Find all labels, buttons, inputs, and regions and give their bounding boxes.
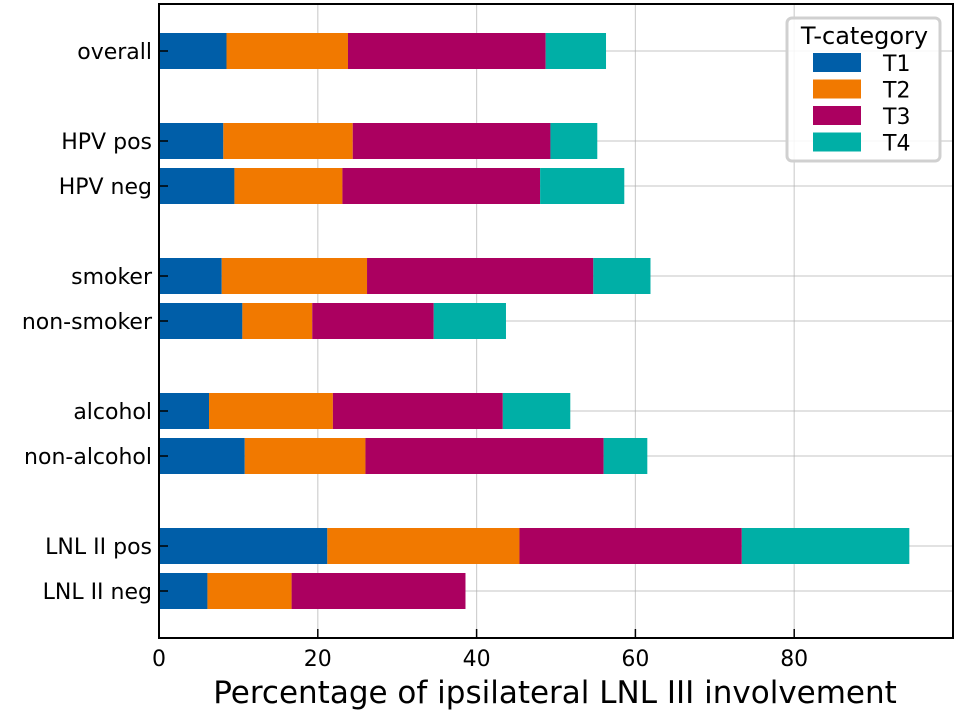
bar-segment-t3	[519, 528, 742, 564]
x-tick-label: 0	[152, 647, 166, 672]
bar-segment-t4	[593, 258, 651, 294]
bar-segment-t4	[603, 438, 648, 474]
bar-segment-t2	[209, 393, 333, 429]
bar-segment-t4	[550, 123, 598, 159]
bar-segment-t3	[342, 168, 541, 204]
bar-segment-t3	[365, 438, 604, 474]
y-tick-label: LNL II pos	[45, 535, 152, 560]
legend-swatch-t2	[813, 79, 861, 99]
bar-segment-t3	[291, 573, 466, 609]
bar-segment-t1	[159, 123, 224, 159]
legend-label-t2: T2	[882, 79, 910, 104]
y-tick-label: non-alcohol	[24, 445, 152, 470]
y-tick-label: alcohol	[73, 400, 152, 425]
y-tick-label: HPV pos	[61, 130, 152, 155]
legend-swatch-t4	[813, 132, 861, 152]
bar-segment-t2	[221, 258, 368, 294]
bar-segment-t3	[347, 33, 546, 69]
bar-segment-t2	[234, 168, 343, 204]
y-tick-label: HPV neg	[59, 175, 152, 200]
legend-swatch-t3	[813, 106, 861, 125]
y-tick-label: smoker	[71, 265, 153, 290]
x-axis-title: Percentage of ipsilateral LNL III involv…	[213, 675, 897, 711]
bar-segment-t1	[159, 168, 235, 204]
bar-segment-t2	[327, 528, 520, 564]
legend-label-t3: T3	[882, 105, 910, 130]
bar-segment-t2	[223, 123, 353, 159]
bar-segment-t3	[312, 303, 434, 339]
bar-segment-t4	[433, 303, 506, 339]
bar-segment-t1	[159, 258, 222, 294]
bar-segment-t1	[159, 303, 243, 339]
legend-swatch-t1	[813, 53, 861, 72]
x-tick-label: 40	[463, 647, 491, 672]
y-tick-label: non-smoker	[22, 310, 153, 335]
x-tick-labels: 0 20 40 60 80	[152, 647, 808, 672]
y-tick-label: overall	[77, 40, 152, 65]
legend-title: T-category	[800, 22, 928, 50]
bar-segment-t2	[244, 438, 366, 474]
bar-segment-t3	[367, 258, 594, 294]
x-tick-label: 80	[780, 647, 808, 672]
bar-segment-t4	[540, 168, 625, 204]
y-tick-label: LNL II neg	[43, 580, 152, 605]
x-tick-label: 60	[621, 647, 649, 672]
bar-segment-t1	[159, 528, 328, 564]
ticks	[158, 50, 795, 638]
y-tick-labels: overall HPV pos HPV neg smoker non-smoker alc…	[22, 40, 153, 605]
bar-segment-t4	[741, 528, 910, 564]
bar-segment-t1	[159, 33, 227, 69]
bar-segment-t2	[207, 573, 292, 609]
legend-label-t4: T4	[882, 132, 910, 157]
bar-segment-t2	[226, 33, 348, 69]
bar-segment-t3	[332, 393, 503, 429]
bar-segment-t1	[159, 438, 245, 474]
legend-label-t1: T1	[882, 52, 910, 77]
x-tick-label: 20	[304, 647, 332, 672]
bar-segment-t3	[352, 123, 551, 159]
bar-segment-t2	[242, 303, 313, 339]
bar-segment-t4	[545, 33, 607, 69]
bar-segment-t4	[502, 393, 571, 429]
